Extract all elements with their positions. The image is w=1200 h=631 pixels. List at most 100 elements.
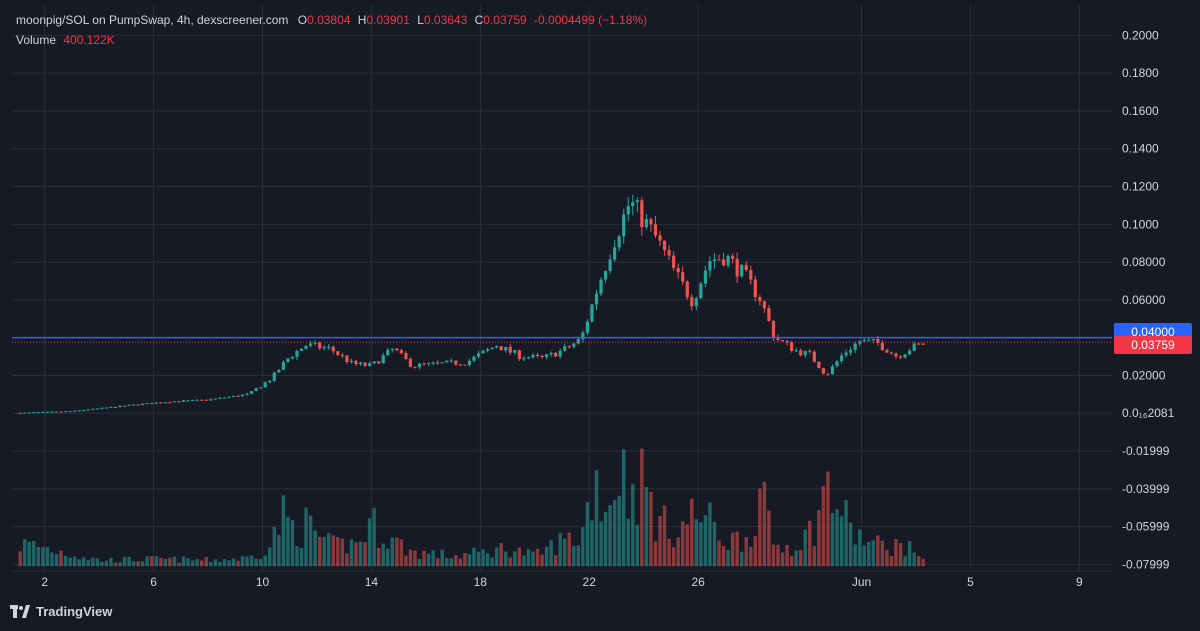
price-tick-label: 0.02000 [1122,368,1166,382]
volume-bar [699,522,703,567]
volume-bar [894,539,898,567]
volume-bar [880,540,885,567]
candle-body [726,255,730,266]
symbol-label[interactable]: moonpig/SOL on PumpSwap, 4h, dexscreener… [16,13,289,27]
volume-bar [140,561,145,567]
candle-body [622,214,626,237]
volume-bar [413,550,417,567]
candle-body [27,412,31,414]
candle-body [517,350,521,359]
candle-body [721,259,726,266]
time-tick-label: 14 [365,575,379,589]
volume-bar [331,535,335,567]
candle-body [227,396,231,398]
volume-bar [617,495,621,567]
candle-body [608,259,612,271]
volume-bar [408,549,413,567]
candle-body [440,362,444,364]
candle-body [41,411,45,413]
candle-body [304,345,308,349]
volume-bar [921,558,925,567]
volume-bar [390,537,394,567]
candle-body [681,272,685,282]
time-axis[interactable]: 2 6 10 14 18 22 26 Jun 5 9 [41,575,1083,589]
volume-bar [730,532,735,567]
candle-body [839,355,844,362]
volume-bar [177,562,181,567]
volume-bar [417,558,422,567]
volume-bar [227,560,231,567]
candle-body [73,410,77,412]
volume-bar [839,516,844,567]
candle-body [431,362,435,364]
candle-body [63,411,68,413]
price-tick-label: -0.07999 [1122,557,1170,571]
price-axis[interactable]: 0.2000 0.1800 0.1600 0.1400 0.1200 0.1000 0.08… [1122,28,1175,571]
candle-body [908,350,912,355]
volume-bar [513,551,517,567]
volume-bar [812,546,817,567]
candle-body [50,411,54,413]
volume-bar [671,547,676,567]
candle-body [749,270,753,280]
candle-body [331,346,335,352]
candle-body [413,366,417,368]
volume-label[interactable]: Volume [16,33,57,47]
change-value: -0.0004499 (−1.18%) [534,13,648,27]
volume-bar [916,556,921,567]
volume-bar [258,558,263,567]
volume-bar [218,561,222,567]
candle-body [912,343,916,351]
candle-body [853,343,857,350]
high-label: H [357,13,367,27]
volume-bar [549,540,553,567]
candle-body [744,264,748,271]
volume-bar [517,547,522,567]
volume-bar [304,507,308,567]
candle-body [281,362,285,370]
volume-bar [109,557,113,567]
volume-bar [817,510,821,567]
candle-body [844,352,848,356]
candle-body [340,354,344,356]
candle-body [150,403,154,405]
candle-body [172,401,177,403]
volume-bar [771,544,776,567]
volume-bar [231,558,236,567]
volume-bar [213,559,218,567]
volume-legend: Volume 400.122K [16,33,115,47]
volume-bar [249,555,254,567]
volume-bar [576,545,581,567]
volume-bar [857,529,862,567]
candle-body [23,412,27,414]
volume-bar [363,542,367,567]
candle-body [563,346,567,351]
candle-body [690,297,694,307]
volume-bar [91,557,95,567]
volume-bar [195,559,199,567]
volume-bar [508,557,512,567]
volume-bar [744,537,748,567]
volume-bar [454,555,458,567]
volume-bar [358,541,363,567]
volume-bar [181,556,186,567]
volume-bar [848,522,853,567]
volume-bar [272,526,276,567]
candle-body [404,352,408,359]
candle-body [921,343,925,345]
volume-bar [168,557,172,567]
candle-body [436,362,440,364]
candle-body [898,356,903,358]
volume-bar [268,547,272,567]
candle-body [109,406,113,408]
volume-bar [599,521,603,567]
volume-bar [127,556,131,567]
candle-body [122,405,127,407]
candle-body [286,358,290,363]
tradingview-logo[interactable]: TradingView [10,604,112,619]
volume-bar [531,551,535,567]
volume-bar [871,540,876,567]
volume-bar [435,558,440,567]
volume-bar [481,549,485,567]
